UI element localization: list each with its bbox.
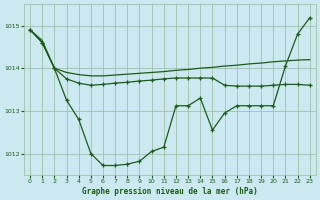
X-axis label: Graphe pression niveau de la mer (hPa): Graphe pression niveau de la mer (hPa)	[82, 187, 258, 196]
